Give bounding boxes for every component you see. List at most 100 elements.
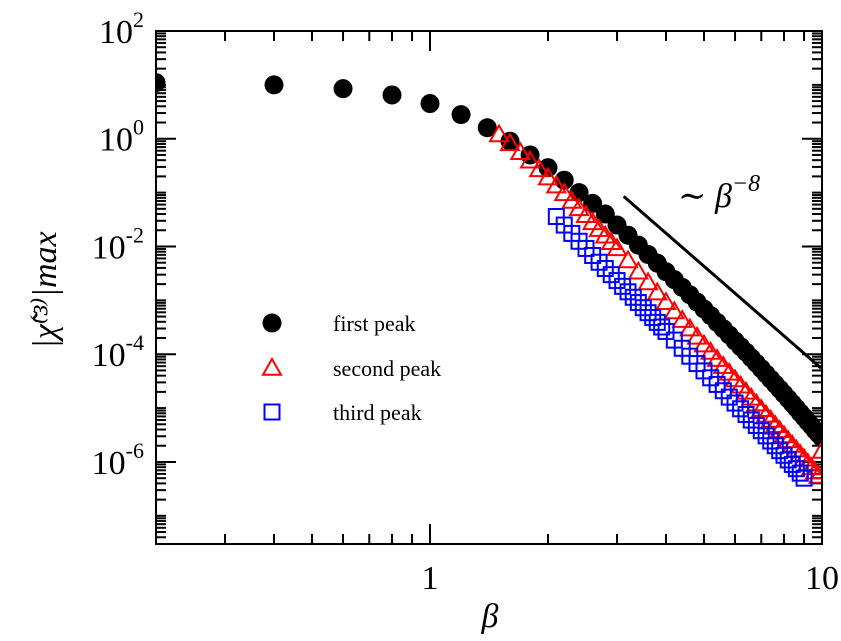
series-third-peak (547, 208, 813, 487)
data-point (639, 304, 657, 322)
data-point (795, 469, 813, 487)
data-point (554, 170, 574, 190)
data-point (671, 309, 693, 328)
x-tick-label: 10 (805, 560, 839, 597)
data-point (766, 437, 784, 455)
x-axis-title: β (481, 598, 499, 635)
data-point (644, 309, 662, 327)
axis-minor-ticks (155, 31, 822, 545)
annotation-base: ∼ β (678, 178, 732, 215)
x-tick-label: 1 (421, 560, 438, 597)
data-point (663, 300, 686, 320)
series-first-peak (156, 73, 822, 448)
data-point (762, 432, 780, 450)
y-tick-exponent: -2 (126, 222, 144, 247)
axis-major-ticks (156, 31, 822, 544)
data-point (648, 313, 666, 331)
data-point (732, 400, 750, 418)
data-point (760, 409, 782, 428)
legend-marker (262, 313, 282, 333)
series-second-peak (488, 123, 822, 484)
data-point (757, 427, 775, 445)
data-point (637, 271, 659, 291)
y-tick-label: 102 (99, 7, 144, 51)
data-point (545, 174, 568, 194)
y-tick-label: 10-6 (92, 438, 144, 482)
data-point (614, 277, 632, 295)
y-tick-base: 10 (92, 445, 126, 482)
y-tick-base: 10 (92, 229, 126, 266)
y-tick-exponent: 2 (133, 7, 144, 32)
data-point (553, 182, 575, 202)
data-point (708, 375, 726, 393)
data-point (655, 291, 677, 311)
legend-label: second peak (333, 356, 441, 381)
y-tick-base: 10 (99, 14, 133, 51)
data-point (537, 166, 559, 186)
data-point (699, 340, 722, 360)
data-point (720, 388, 738, 406)
legend-label: first peak (333, 311, 415, 336)
data-point (382, 85, 402, 105)
data-point (575, 204, 597, 223)
legend-label: third peak (333, 400, 422, 425)
data-point (812, 428, 822, 448)
y-tick-base: 10 (92, 337, 126, 374)
data-point (333, 79, 353, 99)
data-point (764, 414, 787, 434)
data-point (602, 266, 620, 284)
data-point (634, 299, 652, 317)
data-point (606, 237, 628, 257)
data-point (568, 197, 590, 217)
data-point (477, 118, 497, 138)
y-tick-label: 10-2 (92, 222, 144, 266)
series-layer (156, 73, 822, 487)
y-tick-label: 100 (99, 115, 144, 159)
data-point (755, 403, 777, 423)
data-point (156, 73, 166, 93)
data-point (686, 325, 708, 345)
plot-frame (155, 30, 823, 545)
data-point (742, 411, 760, 429)
y-tick-label: 10-4 (92, 330, 144, 374)
data-point (420, 94, 440, 114)
data-point (811, 439, 822, 459)
data-point (714, 382, 732, 400)
data-point (653, 318, 671, 336)
data-point (264, 75, 284, 95)
data-point (624, 288, 642, 306)
data-point (791, 464, 809, 482)
data-point (451, 105, 471, 125)
legend-marker (261, 356, 283, 376)
data-point (768, 419, 791, 439)
data-point (590, 253, 608, 271)
data-point (596, 260, 614, 278)
data-point (581, 211, 604, 231)
data-point (726, 394, 744, 412)
data-point (488, 123, 510, 143)
y-tick-base: 10 (99, 122, 133, 159)
annotation-exponent: −8 (732, 171, 760, 197)
legend: first peak second peak third peak (261, 311, 441, 425)
data-point (693, 333, 715, 353)
data-point (617, 249, 639, 269)
data-point (627, 260, 650, 280)
data-point (752, 422, 770, 440)
data-point (771, 442, 789, 460)
data-point (706, 348, 728, 367)
data-point (679, 317, 701, 337)
y-tick-exponent: 0 (133, 115, 144, 140)
data-point (561, 189, 583, 209)
reference-line (622, 195, 823, 370)
data-point (528, 158, 550, 178)
data-point (629, 294, 647, 312)
data-point (646, 281, 668, 301)
data-point (737, 406, 755, 424)
y-tick-exponent: -4 (126, 330, 144, 355)
data-point (747, 417, 765, 435)
y-tick-exponent: -6 (126, 438, 144, 463)
y-axis-title: |χ̃⁽³⁾|max (27, 231, 64, 348)
data-point (519, 149, 541, 169)
